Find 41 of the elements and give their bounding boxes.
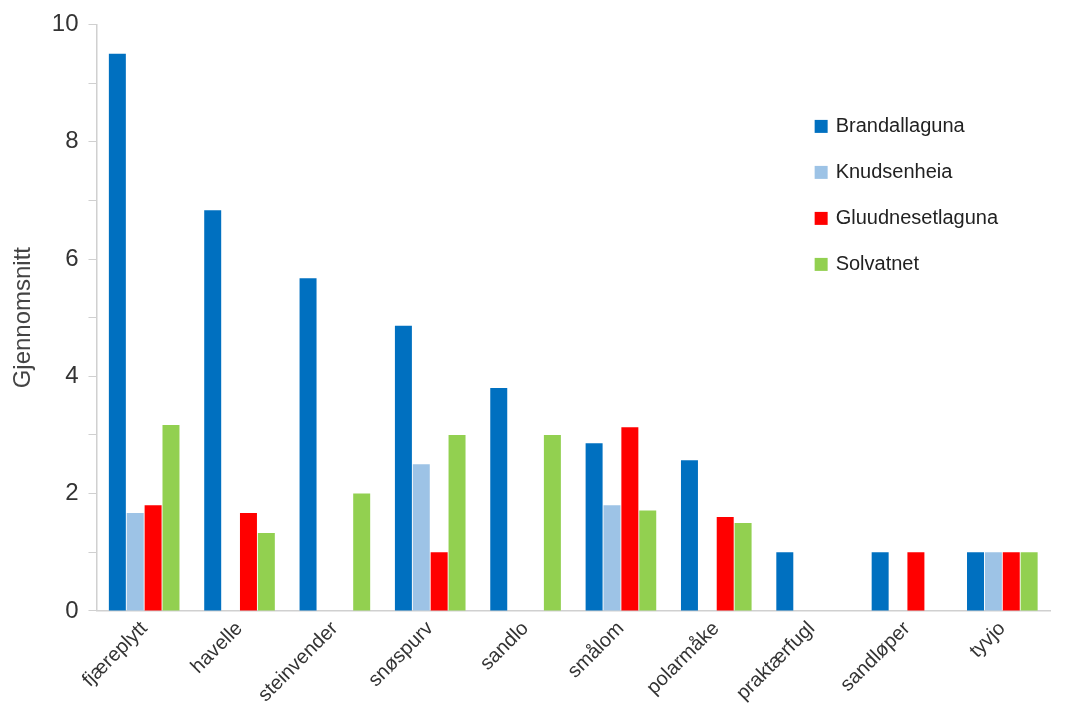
y-tick-label: 8 bbox=[65, 126, 79, 154]
y-tick-label: 4 bbox=[65, 360, 79, 388]
y-tick-label: 0 bbox=[65, 595, 79, 623]
bar bbox=[1020, 552, 1038, 611]
y-axis-title: Gjennomsnitt bbox=[8, 246, 36, 389]
bar bbox=[543, 434, 561, 611]
bar bbox=[353, 493, 371, 611]
bar bbox=[621, 427, 639, 611]
bar bbox=[412, 464, 430, 611]
x-tick-label: tyvjo bbox=[964, 616, 1010, 662]
bar bbox=[776, 552, 794, 611]
legend-label: Gluudnesetlaguna bbox=[835, 205, 999, 228]
bar bbox=[126, 512, 144, 611]
bar bbox=[716, 517, 734, 611]
bar bbox=[585, 443, 603, 611]
bar bbox=[299, 278, 317, 611]
y-tick-label: 10 bbox=[51, 9, 79, 37]
bar bbox=[639, 510, 657, 611]
bar bbox=[1002, 552, 1020, 611]
bar bbox=[430, 552, 448, 611]
legend-label: Knudsenheia bbox=[835, 159, 954, 182]
y-tick-label: 2 bbox=[65, 478, 79, 506]
y-tick-label: 6 bbox=[65, 243, 79, 271]
legend-label: Solvatnet bbox=[835, 251, 920, 274]
bar bbox=[108, 53, 126, 611]
bar bbox=[680, 460, 698, 611]
bar bbox=[984, 552, 1002, 611]
bar bbox=[490, 388, 508, 611]
bar bbox=[871, 552, 889, 611]
legend-label: Brandallaguna bbox=[835, 113, 966, 136]
bar bbox=[239, 512, 257, 611]
bar bbox=[394, 325, 412, 611]
bar bbox=[144, 505, 162, 611]
bar bbox=[734, 522, 752, 611]
bar bbox=[162, 424, 180, 611]
bar bbox=[603, 505, 621, 611]
bar bbox=[448, 434, 466, 611]
bar bbox=[967, 552, 984, 611]
bar bbox=[257, 532, 275, 611]
bar bbox=[204, 210, 222, 611]
bar bbox=[907, 552, 925, 611]
